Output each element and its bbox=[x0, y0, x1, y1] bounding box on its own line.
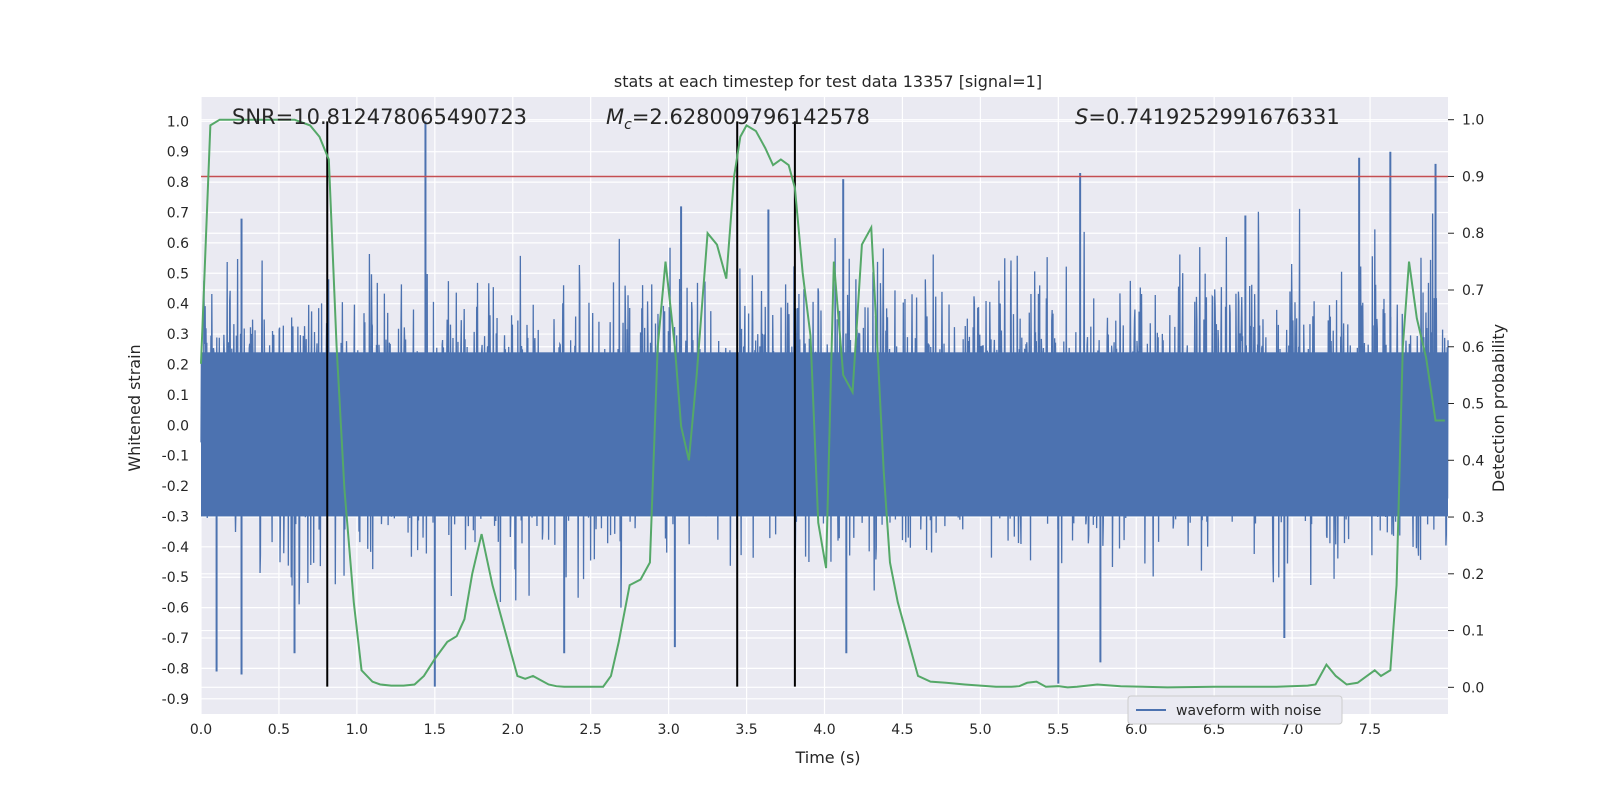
y-tick-label-left: -0.3 bbox=[162, 509, 189, 525]
y-tick-label-left: -0.7 bbox=[162, 631, 189, 647]
x-tick-label: 6.5 bbox=[1203, 722, 1225, 738]
s-symbol: S bbox=[1075, 105, 1088, 129]
y-tick-label-left: -0.4 bbox=[162, 540, 189, 556]
y-tick-label-left: 0.8 bbox=[167, 175, 189, 191]
x-tick-label: 2.0 bbox=[502, 722, 524, 738]
y-axis-label-right: Detection probability bbox=[1489, 324, 1508, 492]
y-tick-label-left: -0.9 bbox=[162, 692, 189, 708]
y-tick-label-right: 0.6 bbox=[1462, 340, 1484, 356]
x-tick-label: 4.5 bbox=[891, 722, 913, 738]
y-tick-label-left: -0.5 bbox=[162, 570, 189, 586]
y-tick-label-right: 1.0 bbox=[1462, 113, 1484, 129]
legend: waveform with noise bbox=[1127, 695, 1343, 725]
y-tick-label-left: -0.8 bbox=[162, 661, 189, 677]
x-tick-label: 5.0 bbox=[969, 722, 991, 738]
y-tick-label-left: -0.1 bbox=[162, 449, 189, 465]
y-tick-label-left: 0.6 bbox=[167, 236, 189, 252]
s-value: =0.7419252991676331 bbox=[1088, 105, 1339, 129]
y-tick-label-right: 0.3 bbox=[1462, 510, 1484, 526]
y-tick-label-left: 0.4 bbox=[167, 297, 189, 313]
x-tick-label: 0.5 bbox=[268, 722, 290, 738]
snr-annotation: SNR=10.812478065490723 bbox=[232, 105, 527, 129]
y-tick-label-right: 0.5 bbox=[1462, 397, 1484, 413]
x-tick-label: 5.5 bbox=[1047, 722, 1069, 738]
mc-subscript: c bbox=[624, 117, 632, 133]
chart-title: stats at each timestep for test data 133… bbox=[614, 72, 1042, 91]
x-tick-label: 7.0 bbox=[1281, 722, 1303, 738]
mc-symbol: M bbox=[606, 105, 624, 129]
mc-value: =2.628009796142578 bbox=[632, 105, 870, 129]
x-tick-label: 1.5 bbox=[424, 722, 446, 738]
y-tick-label-left: 0.5 bbox=[167, 266, 189, 282]
x-tick-label: 7.5 bbox=[1359, 722, 1381, 738]
y-tick-label-left: -0.6 bbox=[162, 601, 189, 617]
x-tick-label: 1.0 bbox=[346, 722, 368, 738]
y-tick-label-left: 0.1 bbox=[167, 388, 189, 404]
chirp-mass-annotation: Mc=2.628009796142578 bbox=[606, 105, 870, 133]
x-tick-label: 3.0 bbox=[657, 722, 679, 738]
axis-ticks: 0.0 0.5 1.0 1.5 2.0 2.5 3.0 3.5 4.0 4.5 5.0 5.5 6.0 6… bbox=[162, 113, 1485, 738]
legend-label: waveform with noise bbox=[1176, 703, 1321, 719]
y-tick-label-right: 0.0 bbox=[1462, 680, 1484, 696]
y-tick-label-left: 0.0 bbox=[167, 418, 189, 434]
x-tick-label: 4.0 bbox=[813, 722, 835, 738]
probability-line bbox=[200, 118, 1445, 689]
y-tick-label-left: 0.7 bbox=[167, 205, 189, 221]
y-tick-label-right: 0.8 bbox=[1462, 226, 1484, 242]
probability-series bbox=[200, 118, 1445, 689]
x-tick-label: 0.0 bbox=[190, 722, 212, 738]
y-tick-label-right: 0.7 bbox=[1462, 283, 1484, 299]
x-axis-label: Time (s) bbox=[794, 748, 860, 767]
y-tick-label-left: 0.3 bbox=[167, 327, 189, 343]
score-annotation: S=0.7419252991676331 bbox=[1075, 105, 1340, 129]
waveform-core-band bbox=[201, 352, 1448, 517]
waveform-series bbox=[200, 121, 1449, 687]
y-tick-label-left: 1.0 bbox=[167, 114, 189, 130]
y-tick-label-left: 0.9 bbox=[167, 145, 189, 161]
y-tick-label-left: 0.2 bbox=[167, 357, 189, 373]
y-tick-label-left: -0.2 bbox=[162, 479, 189, 495]
y-tick-label-right: 0.2 bbox=[1462, 567, 1484, 583]
x-tick-label: 6.0 bbox=[1125, 722, 1147, 738]
x-tick-label: 3.5 bbox=[735, 722, 757, 738]
y-tick-label-right: 0.4 bbox=[1462, 453, 1484, 469]
x-tick-label: 2.5 bbox=[580, 722, 602, 738]
y-axis-label-left: Whitened strain bbox=[125, 344, 144, 471]
y-tick-label-right: 0.1 bbox=[1462, 624, 1484, 640]
y-tick-label-right: 0.9 bbox=[1462, 169, 1484, 185]
legend-box bbox=[1127, 695, 1343, 725]
event-markers bbox=[326, 121, 796, 687]
